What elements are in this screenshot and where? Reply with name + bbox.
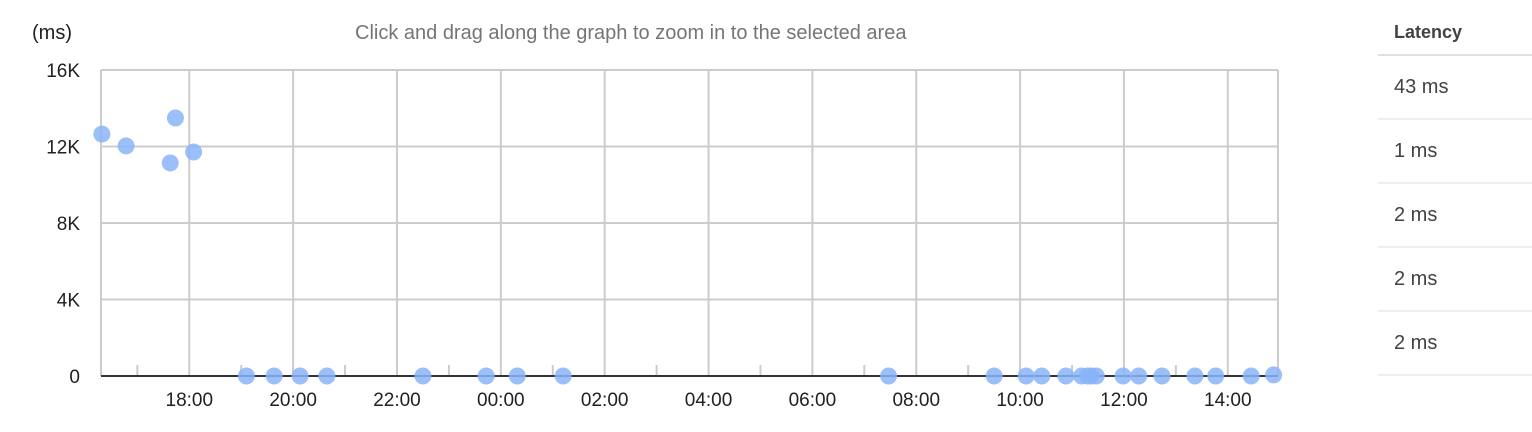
data-point [414,367,432,385]
latency-header: Latency [1378,0,1532,56]
data-point [985,367,1003,385]
data-point [1207,367,1225,385]
data-point [1057,367,1075,385]
latency-row: 2 ms [1378,248,1532,312]
data-point [477,367,495,385]
y-tick-label: 12K [46,138,80,159]
data-point [291,367,309,385]
latency-scatter-chart[interactable]: 0 4K 8K 12K 16K 18:00 20:00 22:00 00:00 02:00 04:0… [0,0,1360,432]
data-point [1114,367,1132,385]
x-tick-label: 18:00 [166,390,214,411]
data-point [1017,367,1035,385]
data-point [508,367,526,385]
y-tick-label: 16K [46,61,80,82]
data-point [1153,367,1171,385]
data-point [185,143,203,161]
y-tick-label: 8K [57,214,81,235]
x-tick-label: 04:00 [685,390,733,411]
x-tick-label: 06:00 [789,390,837,411]
latency-row: 2 ms [1378,312,1532,376]
y-axis-unit: (ms) [32,22,72,44]
x-tick-label: 22:00 [373,390,421,411]
x-tick-label: 12:00 [1100,390,1148,411]
x-tick-label: 20:00 [269,390,317,411]
data-point [161,154,179,172]
x-tick-label: 14:00 [1204,390,1252,411]
data-point [93,125,111,143]
zoom-hint: Click and drag along the graph to zoom i… [355,22,907,44]
data-point [1242,367,1260,385]
data-point [117,137,135,155]
data-point [554,367,572,385]
data-point [1186,367,1204,385]
x-tick-label: 10:00 [996,390,1044,411]
x-tick-label: 02:00 [581,390,629,411]
data-point [1130,367,1148,385]
latency-row: 2 ms [1378,184,1532,248]
data-point [880,367,898,385]
latency-table: Latency 43 ms 1 ms 2 ms 2 ms 2 ms [1378,0,1532,376]
data-point [1087,367,1105,385]
x-tick-label: 08:00 [892,390,940,411]
x-tick-label: 00:00 [477,390,525,411]
y-tick-label: 4K [57,291,81,312]
data-point [318,367,336,385]
data-point [166,109,184,127]
latency-row: 43 ms [1378,56,1532,120]
data-point [237,367,255,385]
latency-row: 1 ms [1378,120,1532,184]
data-point [1265,366,1283,384]
data-point [1033,367,1051,385]
data-point [265,367,283,385]
y-tick-label: 0 [69,367,80,388]
